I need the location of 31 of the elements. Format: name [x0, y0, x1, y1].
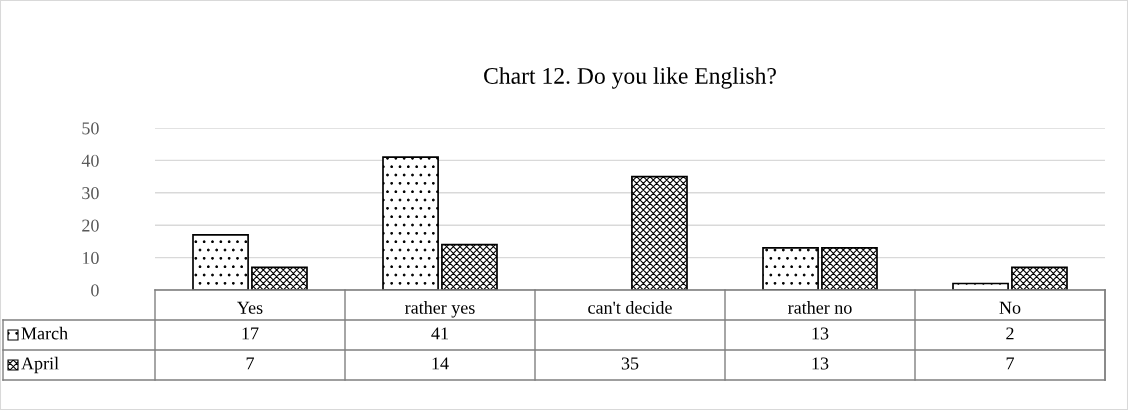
- legend-label: March: [21, 326, 68, 340]
- data-label: 17: [242, 327, 259, 340]
- data-label: 13: [812, 327, 829, 340]
- y-tick-label: 20: [82, 219, 99, 232]
- x-tick-label: can't decide: [588, 301, 672, 314]
- legend-label: April: [21, 356, 59, 374]
- y-tick-label: 0: [91, 284, 99, 297]
- chart-title: Chart 12. Do you like English?: [484, 67, 776, 89]
- y-tick-label: 10: [82, 251, 99, 265]
- bar: [631, 175, 688, 290]
- y-tick-label: 30: [82, 187, 99, 200]
- data-label: 7: [246, 357, 254, 370]
- bar: [192, 234, 249, 290]
- bar: [251, 266, 308, 290]
- data-label: 2: [1006, 327, 1014, 340]
- bar: [1011, 266, 1068, 290]
- y-tick-label: 40: [81, 154, 99, 167]
- x-tick-label: Yes: [237, 301, 263, 314]
- data-label: 41: [431, 327, 448, 340]
- data-label: 35: [621, 357, 639, 370]
- bar: [382, 156, 439, 290]
- x-tick-label: No: [999, 301, 1021, 314]
- bar: [821, 247, 878, 290]
- data-label: 13: [812, 357, 829, 370]
- x-tick-label: rather yes: [405, 301, 475, 318]
- x-tick-label: rather no: [788, 301, 852, 314]
- data-label: 7: [1006, 357, 1014, 370]
- bar: [441, 243, 498, 290]
- bar: [762, 247, 819, 290]
- y-tick-label: 50: [82, 122, 99, 135]
- data-label: 14: [432, 357, 449, 370]
